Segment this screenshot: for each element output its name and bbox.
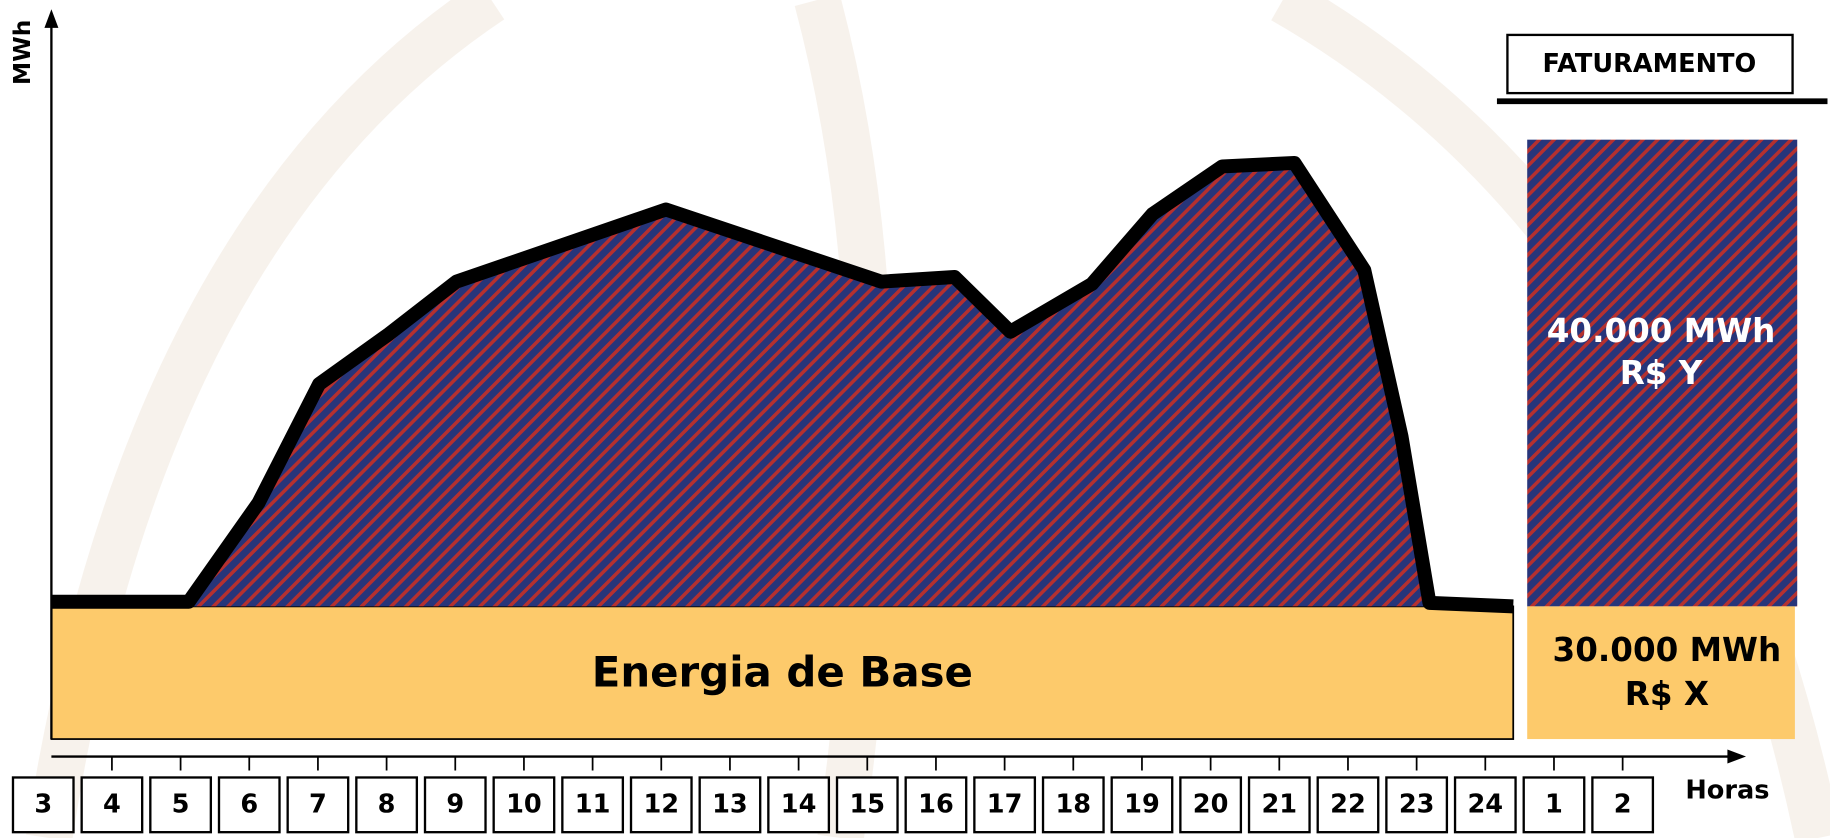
hour-box [149,776,213,834]
hour-label: 10 [506,789,542,819]
hour-box [835,776,899,834]
y-axis-label: MWh [9,20,36,85]
hour-label: 11 [575,789,611,819]
base-bar [1527,606,1795,740]
base-price: R$ X [1625,675,1709,713]
hour-label: 1 [1545,789,1563,819]
hour-label: 16 [918,789,954,819]
hour-box [904,776,968,834]
hour-box [423,776,487,834]
hour-box [767,776,831,834]
billing-title-box [1506,33,1794,95]
hour-box [629,776,693,834]
hour-box [1316,776,1380,834]
hour-label: 3 [34,789,52,819]
hour-label: 20 [1193,789,1229,819]
base-label: Energia de Base [592,648,973,697]
hour-label: 5 [172,789,190,819]
hour-box [561,776,625,834]
hour-label: 21 [1261,789,1297,819]
hour-label: 22 [1330,789,1366,819]
hour-row: 3 4 5 6 7 8 9 10 11 12 13 14 15 16 17 18 19 20 21 22 23 24 1 2 [11,756,1655,834]
hour-label: 24 [1467,789,1503,819]
hour-label: 19 [1124,789,1160,819]
hour-box [1110,776,1174,834]
hour-label: 18 [1055,789,1091,819]
hour-label: 14 [781,789,817,819]
hour-label: 13 [712,789,748,819]
hour-label: 23 [1399,789,1435,819]
base-energy: 30.000 MWh [1553,631,1782,669]
hour-box [1453,776,1517,834]
peak-energy: 40.000 MWh [1547,312,1776,350]
load-curve [51,155,1514,614]
hour-label: 2 [1614,789,1632,819]
hour-box [492,776,556,834]
peak-price: R$ Y [1620,354,1703,392]
hour-box [698,776,762,834]
hour-label: 4 [103,789,121,819]
hour-label: 17 [987,789,1023,819]
hour-box [1041,776,1105,834]
hour-label: 15 [849,789,885,819]
hour-label: 9 [446,789,464,819]
hour-box [355,776,419,834]
peak-area [188,162,1430,607]
hour-box [1591,776,1655,834]
hour-box [217,776,281,834]
hour-box [1385,776,1449,834]
hour-box [1179,776,1243,834]
billing-title: FATURAMENTO [1543,49,1757,79]
x-arrow [1727,749,1747,764]
y-arrow [44,9,59,28]
hour-box [1522,776,1586,834]
hour-box [973,776,1037,834]
hour-box [286,776,350,834]
hour-box [80,776,144,834]
x-axis-label: Horas [1685,775,1769,805]
hour-label: 7 [309,789,327,819]
base-area [50,605,1515,740]
peak-bar [1527,139,1798,607]
hour-label: 8 [378,789,396,819]
hour-box [1247,776,1311,834]
hour-label: 12 [643,789,679,819]
hour-box [11,776,75,834]
hour-label: 6 [240,789,258,819]
